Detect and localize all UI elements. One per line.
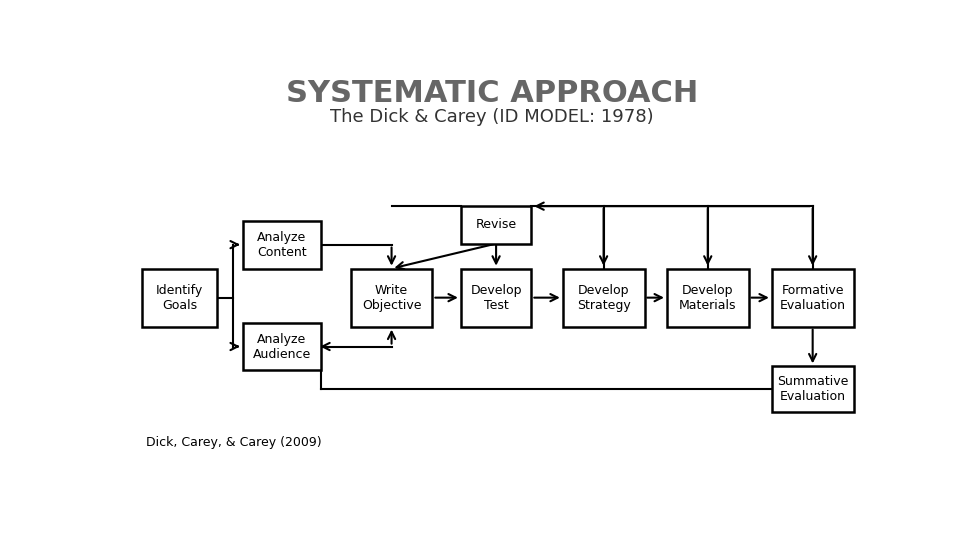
Text: Analyze
Audience: Analyze Audience	[252, 333, 311, 361]
FancyBboxPatch shape	[461, 268, 532, 327]
Text: Formative
Evaluation: Formative Evaluation	[780, 284, 846, 312]
FancyBboxPatch shape	[243, 322, 321, 370]
FancyBboxPatch shape	[461, 206, 532, 244]
FancyBboxPatch shape	[667, 268, 749, 327]
Text: SYSTEMATIC APPROACH: SYSTEMATIC APPROACH	[286, 79, 698, 109]
Text: Analyze
Content: Analyze Content	[257, 231, 306, 259]
Text: Develop
Materials: Develop Materials	[679, 284, 736, 312]
Text: Write
Objective: Write Objective	[362, 284, 421, 312]
FancyBboxPatch shape	[772, 268, 853, 327]
Text: Develop
Strategy: Develop Strategy	[577, 284, 631, 312]
FancyBboxPatch shape	[350, 268, 432, 327]
Text: Dick, Carey, & Carey (2009): Dick, Carey, & Carey (2009)	[146, 436, 322, 449]
Text: Develop
Test: Develop Test	[470, 284, 522, 312]
FancyBboxPatch shape	[142, 268, 217, 327]
FancyBboxPatch shape	[243, 221, 321, 268]
FancyBboxPatch shape	[772, 366, 853, 412]
FancyBboxPatch shape	[563, 268, 644, 327]
Text: Identify
Goals: Identify Goals	[156, 284, 204, 312]
Text: Revise: Revise	[475, 218, 516, 231]
Text: Summative
Evaluation: Summative Evaluation	[777, 375, 849, 403]
Text: The Dick & Carey (ID MODEL: 1978): The Dick & Carey (ID MODEL: 1978)	[330, 109, 654, 126]
